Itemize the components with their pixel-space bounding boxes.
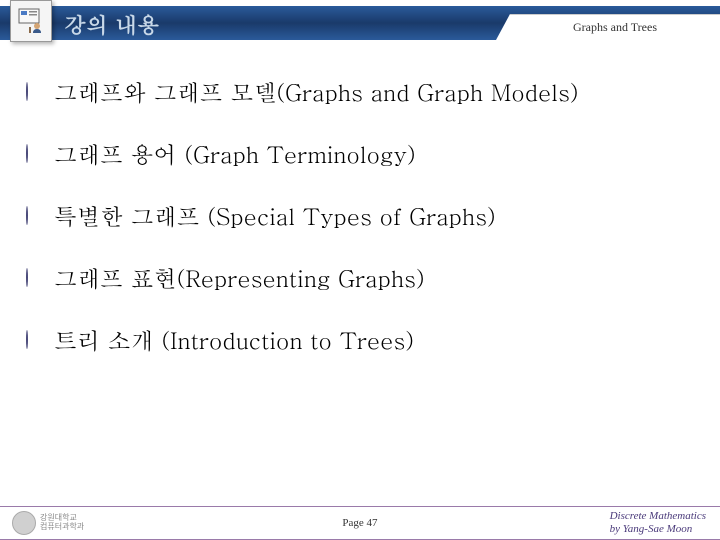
bullet-text: 트리 소개 (Introduction to Trees)	[54, 324, 414, 356]
list-item: 그래프 표현(Representing Graphs)	[26, 262, 694, 294]
list-item: 그래프 용어 (Graph Terminology)	[26, 138, 694, 170]
slide-footer: 강원대학교 컴퓨터과학과 Page 47 Discrete Mathematic…	[0, 506, 720, 540]
slide-subtitle: Graphs and Trees	[573, 20, 657, 35]
course-name: Discrete Mathematics	[610, 510, 706, 523]
header-corner	[496, 14, 510, 40]
university-logo-icon	[12, 511, 36, 535]
bullet-text: 그래프와 그래프 모델(Graphs and Graph Models)	[54, 76, 579, 108]
header-subtitle-box: Graphs and Trees	[510, 14, 720, 40]
header-icon-box	[10, 0, 52, 42]
bullet-icon	[26, 269, 44, 287]
bullet-icon	[26, 331, 44, 349]
page-number: Page 47	[342, 517, 377, 529]
author-name: by Yang-Sae Moon	[610, 523, 706, 536]
bullet-icon	[26, 145, 44, 163]
bullet-text: 그래프 표현(Representing Graphs)	[54, 262, 425, 294]
list-item: 그래프와 그래프 모델(Graphs and Graph Models)	[26, 76, 694, 108]
slide-header: 강의 내용 Graphs and Trees	[0, 0, 720, 48]
bullet-icon	[26, 83, 44, 101]
bullet-icon	[26, 207, 44, 225]
university-name: 강원대학교 컴퓨터과학과	[40, 514, 84, 532]
list-item: 특별한 그래프 (Special Types of Graphs)	[26, 200, 694, 232]
slide-content: 그래프와 그래프 모델(Graphs and Graph Models) 그래프…	[0, 48, 720, 356]
bullet-text: 특별한 그래프 (Special Types of Graphs)	[54, 200, 496, 232]
slide-title: 강의 내용	[64, 9, 159, 40]
list-item: 트리 소개 (Introduction to Trees)	[26, 324, 694, 356]
bullet-text: 그래프 용어 (Graph Terminology)	[54, 138, 416, 170]
footer-credits: Discrete Mathematics by Yang-Sae Moon	[610, 510, 706, 536]
logo-line2: 컴퓨터과학과	[40, 523, 84, 532]
presenter-icon	[15, 3, 47, 40]
